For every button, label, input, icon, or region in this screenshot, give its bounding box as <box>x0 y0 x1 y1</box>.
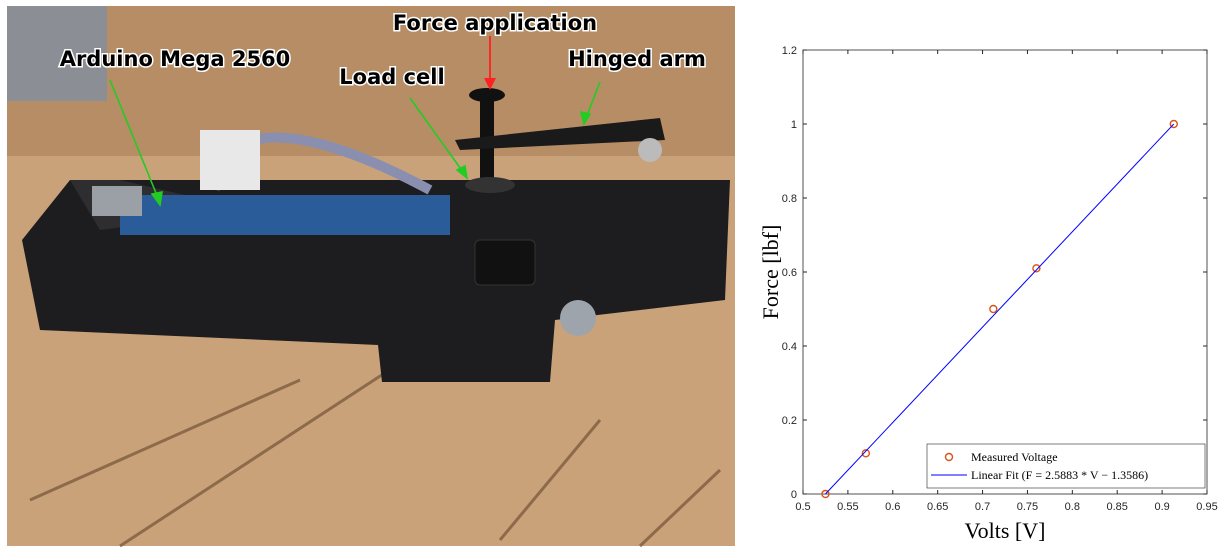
y-tick-label: 1 <box>791 119 797 131</box>
y-axis-label: Force [lbf] <box>758 225 783 320</box>
switch <box>475 240 535 285</box>
photo: Arduino Mega 2560 Force application Load… <box>7 6 735 546</box>
x-tick-label: 0.75 <box>1017 501 1038 513</box>
x-tick-label: 0.9 <box>1154 501 1169 513</box>
legend: Measured Voltage Linear Fit (F = 2.5883 *… <box>927 444 1205 488</box>
y-tick-label: 1.2 <box>782 45 797 57</box>
bolt <box>638 138 662 162</box>
x-tick-label: 0.95 <box>1196 501 1217 513</box>
x-tick-label: 0.65 <box>927 501 948 513</box>
y-tick-label: 0 <box>791 489 797 501</box>
x-axis-label: Volts [V] <box>965 518 1046 543</box>
knob <box>560 300 596 336</box>
x-tick-label: 0.55 <box>837 501 858 513</box>
x-tick-label: 0.85 <box>1107 501 1128 513</box>
annotation: Load cell <box>339 65 444 89</box>
x-tick-label: 0.6 <box>885 501 900 513</box>
annotation: Force application <box>393 11 597 35</box>
x-tick-label: 0.8 <box>1065 501 1080 513</box>
y-tick-label: 0.8 <box>782 193 797 205</box>
page: Arduino Mega 2560 Force application Load… <box>0 0 1218 550</box>
usb-port <box>92 186 142 216</box>
button <box>469 88 505 102</box>
chart: 0.5 0.55 0.6 0.65 0.7 0.75 0.8 0.85 0.9 0.95 0 0.2 0… <box>758 45 1218 543</box>
y-tick-label: 0.2 <box>782 415 797 427</box>
legend-label: Measured Voltage <box>971 450 1058 464</box>
load-cell-body <box>465 177 515 193</box>
annotation: Arduino Mega 2560 <box>60 47 291 71</box>
x-tick-label: 0.5 <box>795 501 810 513</box>
arduino-board <box>120 195 450 235</box>
legend-label: Linear Fit (F = 2.5883 * V − 1.3586) <box>971 468 1148 482</box>
annotation: Hinged arm <box>568 47 706 71</box>
y-tick-label: 0.4 <box>782 341 797 353</box>
tape <box>200 130 260 190</box>
plot-area <box>803 50 1207 494</box>
y-tick-label: 0.6 <box>782 267 797 279</box>
x-tick-label: 0.7 <box>975 501 990 513</box>
